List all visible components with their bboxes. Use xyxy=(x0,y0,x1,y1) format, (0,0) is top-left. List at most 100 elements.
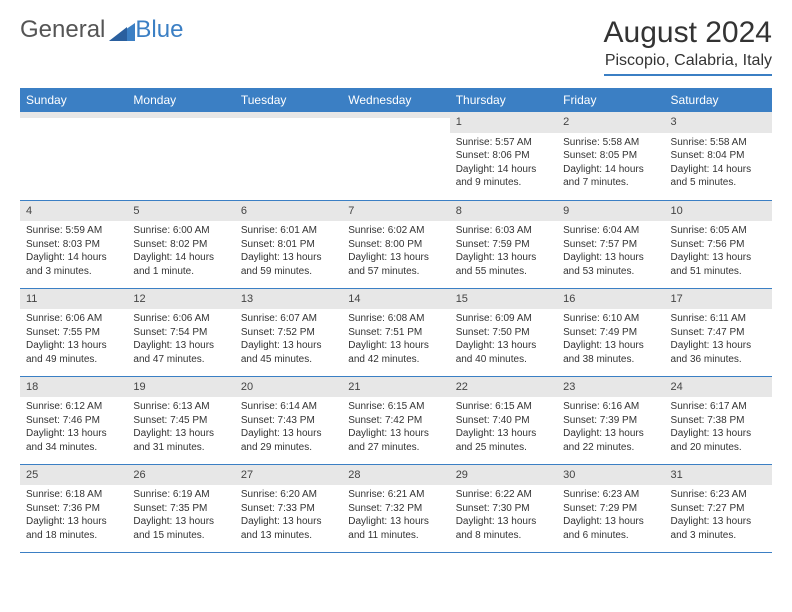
daylight-text: Daylight: 13 hours and 31 minutes. xyxy=(133,427,228,454)
brand-text-2: Blue xyxy=(135,16,183,44)
day-data xyxy=(127,118,234,127)
sunrise-text: Sunrise: 6:11 AM xyxy=(671,312,766,326)
day-data: Sunrise: 6:07 AMSunset: 7:52 PMDaylight:… xyxy=(235,309,342,372)
sunrise-text: Sunrise: 6:13 AM xyxy=(133,400,228,414)
day-data: Sunrise: 6:20 AMSunset: 7:33 PMDaylight:… xyxy=(235,485,342,548)
brand-text-1: General xyxy=(20,16,105,44)
day-data: Sunrise: 5:58 AMSunset: 8:05 PMDaylight:… xyxy=(557,133,664,196)
sunset-text: Sunset: 7:56 PM xyxy=(671,238,766,252)
day-number: 9 xyxy=(557,201,664,222)
day-data: Sunrise: 5:59 AMSunset: 8:03 PMDaylight:… xyxy=(20,221,127,284)
sunset-text: Sunset: 7:59 PM xyxy=(456,238,551,252)
daylight-text: Daylight: 13 hours and 53 minutes. xyxy=(563,251,658,278)
calendar-day-cell: 4Sunrise: 5:59 AMSunset: 8:03 PMDaylight… xyxy=(20,200,127,288)
calendar-day-cell: 5Sunrise: 6:00 AMSunset: 8:02 PMDaylight… xyxy=(127,200,234,288)
calendar-day-cell: 25Sunrise: 6:18 AMSunset: 7:36 PMDayligh… xyxy=(20,464,127,552)
calendar-day-cell: 24Sunrise: 6:17 AMSunset: 7:38 PMDayligh… xyxy=(665,376,772,464)
weekday-header: Sunday xyxy=(20,88,127,112)
sunset-text: Sunset: 7:57 PM xyxy=(563,238,658,252)
day-number: 17 xyxy=(665,289,772,310)
sunrise-text: Sunrise: 6:06 AM xyxy=(133,312,228,326)
daylight-text: Daylight: 13 hours and 18 minutes. xyxy=(26,515,121,542)
calendar-week-row: 1Sunrise: 5:57 AMSunset: 8:06 PMDaylight… xyxy=(20,112,772,200)
day-number: 11 xyxy=(20,289,127,310)
day-number: 3 xyxy=(665,112,772,133)
daylight-text: Daylight: 14 hours and 3 minutes. xyxy=(26,251,121,278)
calendar-day-cell: 12Sunrise: 6:06 AMSunset: 7:54 PMDayligh… xyxy=(127,288,234,376)
sunrise-text: Sunrise: 6:07 AM xyxy=(241,312,336,326)
day-number: 13 xyxy=(235,289,342,310)
calendar-day-cell: 30Sunrise: 6:23 AMSunset: 7:29 PMDayligh… xyxy=(557,464,664,552)
day-data: Sunrise: 6:13 AMSunset: 7:45 PMDaylight:… xyxy=(127,397,234,460)
sunset-text: Sunset: 7:32 PM xyxy=(348,502,443,516)
sunrise-text: Sunrise: 6:03 AM xyxy=(456,224,551,238)
day-number: 25 xyxy=(20,465,127,486)
day-number: 23 xyxy=(557,377,664,398)
day-data: Sunrise: 6:01 AMSunset: 8:01 PMDaylight:… xyxy=(235,221,342,284)
daylight-text: Daylight: 13 hours and 34 minutes. xyxy=(26,427,121,454)
sunrise-text: Sunrise: 6:19 AM xyxy=(133,488,228,502)
daylight-text: Daylight: 13 hours and 59 minutes. xyxy=(241,251,336,278)
day-data: Sunrise: 6:14 AMSunset: 7:43 PMDaylight:… xyxy=(235,397,342,460)
sunset-text: Sunset: 7:30 PM xyxy=(456,502,551,516)
day-data: Sunrise: 6:03 AMSunset: 7:59 PMDaylight:… xyxy=(450,221,557,284)
day-data: Sunrise: 6:22 AMSunset: 7:30 PMDaylight:… xyxy=(450,485,557,548)
day-number: 12 xyxy=(127,289,234,310)
day-data: Sunrise: 6:16 AMSunset: 7:39 PMDaylight:… xyxy=(557,397,664,460)
day-number: 30 xyxy=(557,465,664,486)
daylight-text: Daylight: 13 hours and 55 minutes. xyxy=(456,251,551,278)
day-data: Sunrise: 6:02 AMSunset: 8:00 PMDaylight:… xyxy=(342,221,449,284)
day-data: Sunrise: 6:00 AMSunset: 8:02 PMDaylight:… xyxy=(127,221,234,284)
sunrise-text: Sunrise: 6:01 AM xyxy=(241,224,336,238)
day-number: 15 xyxy=(450,289,557,310)
daylight-text: Daylight: 13 hours and 3 minutes. xyxy=(671,515,766,542)
day-number: 16 xyxy=(557,289,664,310)
sunrise-text: Sunrise: 6:09 AM xyxy=(456,312,551,326)
day-number: 19 xyxy=(127,377,234,398)
sunrise-text: Sunrise: 6:00 AM xyxy=(133,224,228,238)
calendar-day-cell: 29Sunrise: 6:22 AMSunset: 7:30 PMDayligh… xyxy=(450,464,557,552)
sunset-text: Sunset: 7:55 PM xyxy=(26,326,121,340)
calendar-day-cell: 31Sunrise: 6:23 AMSunset: 7:27 PMDayligh… xyxy=(665,464,772,552)
weekday-header: Thursday xyxy=(450,88,557,112)
calendar-day-cell xyxy=(235,112,342,200)
calendar-week-row: 18Sunrise: 6:12 AMSunset: 7:46 PMDayligh… xyxy=(20,376,772,464)
location-label: Piscopio, Calabria, Italy xyxy=(604,52,772,76)
calendar-week-row: 11Sunrise: 6:06 AMSunset: 7:55 PMDayligh… xyxy=(20,288,772,376)
daylight-text: Daylight: 13 hours and 49 minutes. xyxy=(26,339,121,366)
day-data xyxy=(235,118,342,127)
sunset-text: Sunset: 7:54 PM xyxy=(133,326,228,340)
daylight-text: Daylight: 13 hours and 45 minutes. xyxy=(241,339,336,366)
sunset-text: Sunset: 7:52 PM xyxy=(241,326,336,340)
calendar-day-cell: 2Sunrise: 5:58 AMSunset: 8:05 PMDaylight… xyxy=(557,112,664,200)
calendar-day-cell xyxy=(342,112,449,200)
day-data: Sunrise: 6:15 AMSunset: 7:40 PMDaylight:… xyxy=(450,397,557,460)
weekday-header: Wednesday xyxy=(342,88,449,112)
day-number: 29 xyxy=(450,465,557,486)
day-number: 6 xyxy=(235,201,342,222)
sunrise-text: Sunrise: 6:22 AM xyxy=(456,488,551,502)
calendar-day-cell: 20Sunrise: 6:14 AMSunset: 7:43 PMDayligh… xyxy=(235,376,342,464)
sunset-text: Sunset: 8:01 PM xyxy=(241,238,336,252)
day-number: 14 xyxy=(342,289,449,310)
day-data xyxy=(342,118,449,127)
weekday-header: Friday xyxy=(557,88,664,112)
day-number: 1 xyxy=(450,112,557,133)
day-number: 2 xyxy=(557,112,664,133)
sunset-text: Sunset: 7:46 PM xyxy=(26,414,121,428)
daylight-text: Daylight: 13 hours and 27 minutes. xyxy=(348,427,443,454)
sunset-text: Sunset: 7:49 PM xyxy=(563,326,658,340)
calendar-day-cell: 8Sunrise: 6:03 AMSunset: 7:59 PMDaylight… xyxy=(450,200,557,288)
weekday-header: Saturday xyxy=(665,88,772,112)
calendar-week-row: 25Sunrise: 6:18 AMSunset: 7:36 PMDayligh… xyxy=(20,464,772,552)
sunrise-text: Sunrise: 6:18 AM xyxy=(26,488,121,502)
day-data: Sunrise: 6:12 AMSunset: 7:46 PMDaylight:… xyxy=(20,397,127,460)
daylight-text: Daylight: 13 hours and 20 minutes. xyxy=(671,427,766,454)
daylight-text: Daylight: 13 hours and 15 minutes. xyxy=(133,515,228,542)
sunset-text: Sunset: 7:27 PM xyxy=(671,502,766,516)
sunset-text: Sunset: 7:38 PM xyxy=(671,414,766,428)
daylight-text: Daylight: 14 hours and 5 minutes. xyxy=(671,163,766,190)
calendar-day-cell: 28Sunrise: 6:21 AMSunset: 7:32 PMDayligh… xyxy=(342,464,449,552)
daylight-text: Daylight: 13 hours and 6 minutes. xyxy=(563,515,658,542)
sunset-text: Sunset: 7:29 PM xyxy=(563,502,658,516)
